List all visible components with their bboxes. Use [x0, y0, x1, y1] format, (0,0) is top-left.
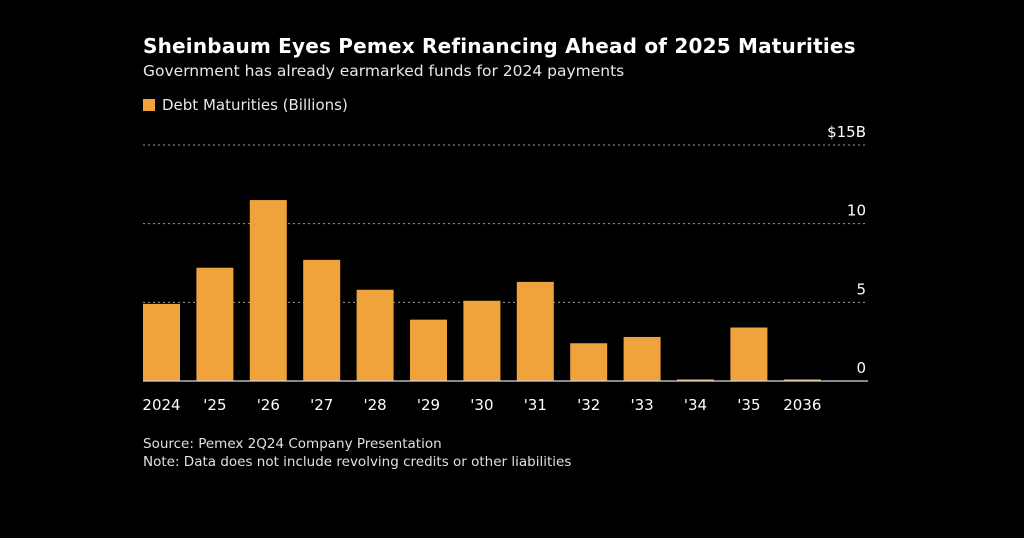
bar	[356, 289, 394, 381]
bar	[196, 267, 234, 381]
bar	[730, 327, 768, 381]
x-tick-label: '30	[470, 396, 493, 414]
bar	[623, 336, 661, 381]
x-tick-label: '29	[417, 396, 440, 414]
data-note: Note: Data does not include revolving cr…	[143, 454, 572, 470]
bar	[677, 379, 714, 381]
x-tick-label: '25	[203, 396, 226, 414]
x-tick-label: '26	[257, 396, 280, 414]
x-tick-label: '28	[363, 396, 386, 414]
bar	[783, 379, 821, 381]
legend-swatch	[143, 99, 155, 111]
x-tick-label: 2024	[142, 396, 180, 414]
chart-subtitle: Government has already earmarked funds f…	[143, 62, 625, 80]
y-tick-label: 10	[847, 202, 866, 220]
bar	[143, 303, 180, 381]
bar	[410, 319, 447, 381]
x-tick-label: 2036	[783, 396, 821, 414]
x-tick-label: '31	[524, 396, 547, 414]
x-tick-label: '32	[577, 396, 600, 414]
x-tick-label: '27	[310, 396, 333, 414]
legend: Debt Maturities (Billions)	[143, 96, 348, 114]
bar	[570, 343, 608, 381]
x-tick-label: '33	[630, 396, 653, 414]
source-note: Source: Pemex 2Q24 Company Presentation	[143, 436, 442, 452]
legend-label: Debt Maturities (Billions)	[162, 96, 348, 114]
y-tick-label: 5	[856, 280, 866, 298]
y-tick-label: 0	[856, 359, 866, 377]
y-tick-label: $15B	[827, 123, 866, 141]
chart-title: Sheinbaum Eyes Pemex Refinancing Ahead o…	[143, 34, 856, 58]
bar	[463, 300, 501, 381]
bar	[303, 259, 341, 381]
bar	[516, 281, 554, 381]
x-tick-label: '34	[684, 396, 707, 414]
bar	[249, 200, 287, 381]
x-tick-label: '35	[737, 396, 760, 414]
footer: Source: Pemex 2Q24 Company Presentation …	[143, 435, 571, 471]
